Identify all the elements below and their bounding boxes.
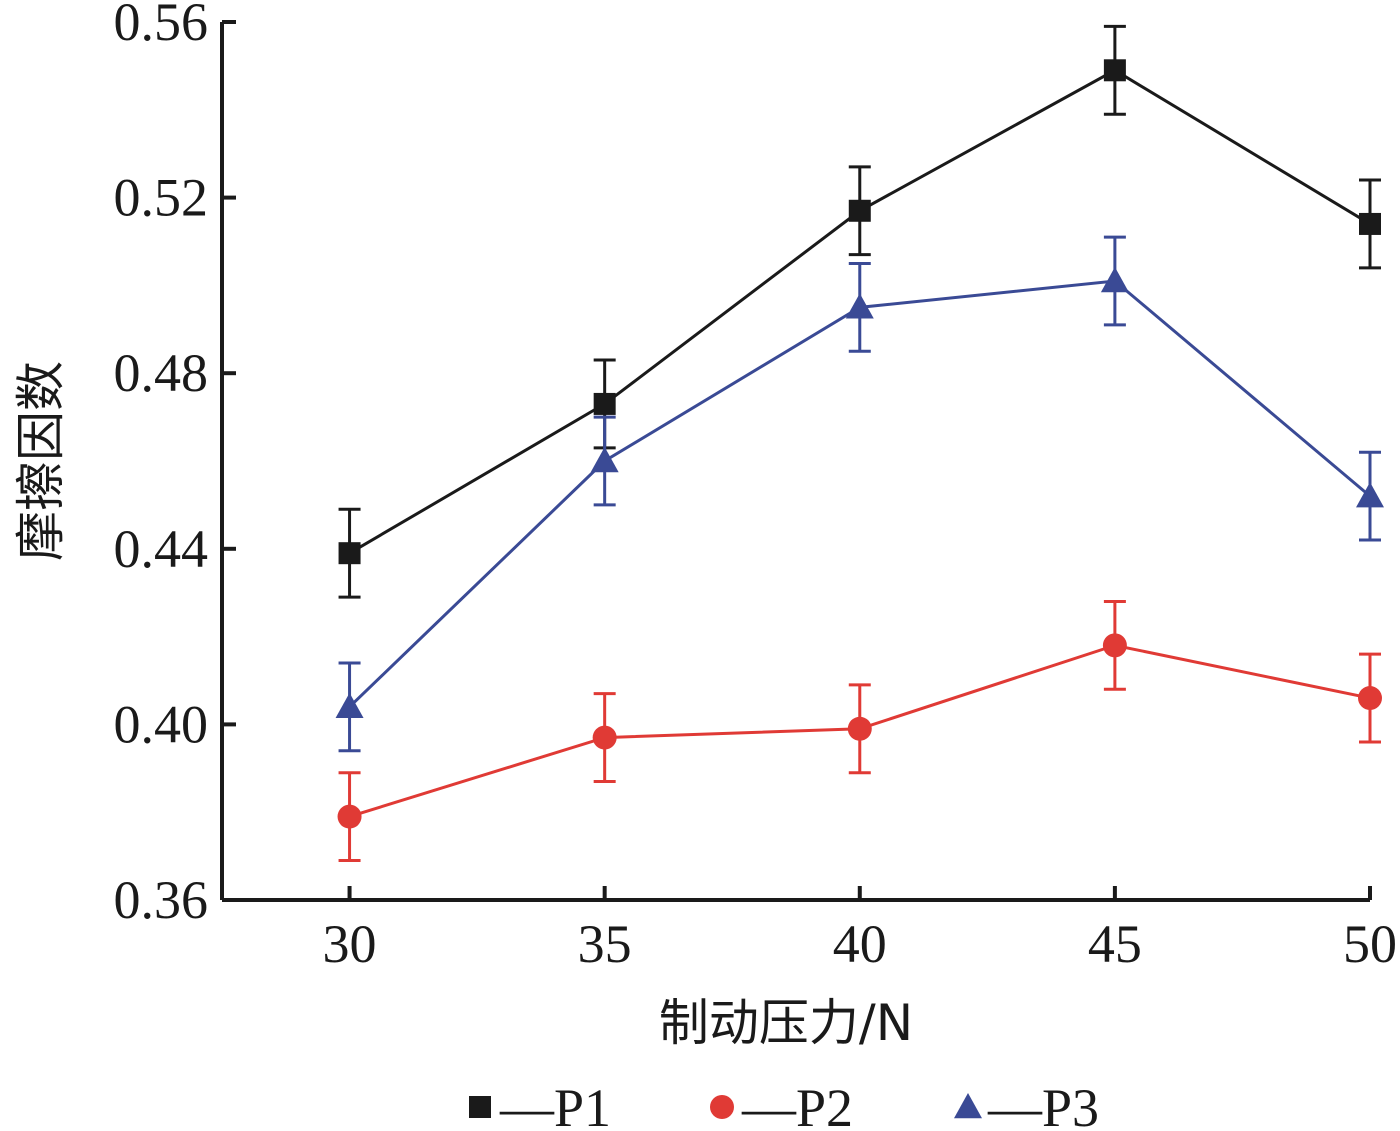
y-ticks: 0.36 0.40 0.44 0.48 0.52 0.56 <box>114 0 236 930</box>
x-tick-label: 45 <box>1088 914 1142 974</box>
legend-item: —P1 <box>469 1078 611 1131</box>
legend-label: —P2 <box>741 1078 853 1131</box>
legend-marker <box>954 1093 982 1119</box>
legend-item: —P3 <box>954 1078 1099 1131</box>
data-point <box>845 293 874 319</box>
data-point <box>847 716 872 741</box>
x-tick-label: 50 <box>1343 914 1397 974</box>
data-point <box>1359 212 1381 235</box>
y-tick-label: 0.44 <box>114 519 209 579</box>
data-point <box>1356 482 1384 508</box>
axes <box>220 22 1370 902</box>
x-ticks: 30 35 40 45 50 <box>323 886 1397 974</box>
data-point <box>1100 267 1129 293</box>
legend-marker <box>710 1095 734 1119</box>
data-point <box>593 392 616 415</box>
legend-item: —P2 <box>710 1078 853 1131</box>
data-point <box>337 804 362 829</box>
data-point <box>848 199 871 222</box>
y-tick-label: 0.52 <box>114 168 209 228</box>
data-point <box>1102 633 1127 658</box>
y-tick-label: 0.40 <box>114 694 209 754</box>
data-point <box>590 447 619 473</box>
y-tick-label: 0.36 <box>114 870 209 930</box>
data-point <box>592 725 617 750</box>
series-3 <box>335 235 1384 753</box>
legend-label: —P1 <box>499 1078 611 1131</box>
legend-label: —P3 <box>987 1078 1099 1131</box>
y-tick-label: 0.48 <box>114 343 209 403</box>
data-point <box>1358 686 1382 711</box>
y-tick-label: 0.56 <box>114 0 209 52</box>
x-axis-label: 制动压力/N <box>659 994 913 1052</box>
data-point <box>338 542 361 565</box>
legend: —P1 —P2 —P3 <box>469 1078 1099 1131</box>
data-point <box>335 692 364 719</box>
y-axis-label: 摩擦因数 <box>12 361 70 561</box>
series-1 <box>338 24 1381 599</box>
x-tick-label: 35 <box>578 914 632 974</box>
legend-marker <box>469 1096 491 1118</box>
x-tick-label: 30 <box>323 914 377 974</box>
x-tick-label: 40 <box>833 914 887 974</box>
series-2 <box>337 599 1382 862</box>
series-layer <box>335 24 1384 862</box>
data-point <box>1103 59 1126 82</box>
